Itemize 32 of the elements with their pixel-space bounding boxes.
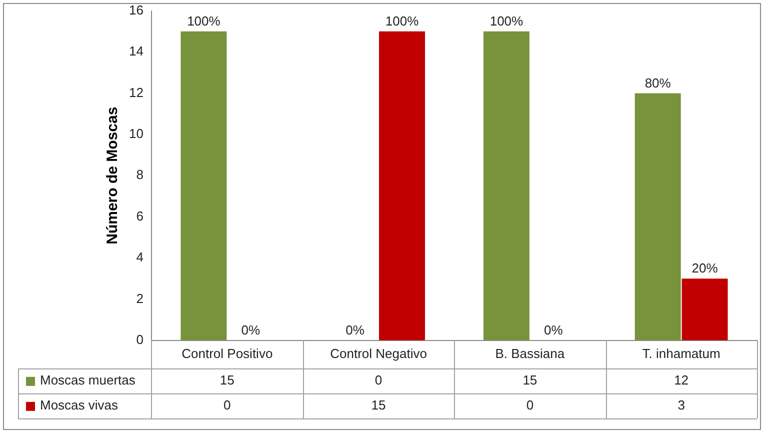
x-tick-label: Control Positivo	[182, 346, 273, 361]
data-label: 3	[678, 397, 685, 412]
data-label: 15	[522, 372, 538, 388]
y-tick-label: 14	[128, 44, 144, 59]
legend-label: Moscas vivas	[40, 397, 119, 412]
x-tick-label: B. Bassiana	[495, 346, 566, 361]
annotation: 0%	[544, 322, 564, 338]
y-tick-label: 4	[136, 250, 144, 265]
annotation: 80%	[644, 75, 672, 90]
annotation: 100%	[490, 13, 524, 28]
data-label: 0	[224, 397, 231, 412]
annotation: 100%	[385, 13, 420, 28]
y-axis-title: Número de Moscas	[104, 106, 122, 244]
y-tick-label: 12	[128, 84, 144, 100]
annotation: 100%	[187, 13, 221, 28]
data-label: 15	[220, 372, 234, 388]
x-tick-label: T. inhamatum	[642, 346, 720, 361]
data-label: 12	[674, 372, 689, 388]
y-tick-label: 2	[136, 290, 144, 306]
annotation: 0%	[241, 322, 260, 338]
data-label: 0	[374, 372, 382, 388]
legend-label: Moscas muertas	[40, 372, 136, 388]
y-tick-label: 0	[136, 332, 144, 347]
y-tick-label: 16	[128, 2, 144, 18]
y-tick-label: 6	[136, 208, 144, 224]
data-label: 0	[526, 397, 534, 412]
y-tick-label: 8	[136, 167, 144, 182]
x-tick-label: Control Negativo	[330, 346, 427, 361]
annotation: 20%	[692, 260, 718, 276]
y-tick-label: 10	[128, 126, 144, 141]
data-label: 15	[371, 397, 386, 412]
annotation: 0%	[346, 322, 365, 338]
